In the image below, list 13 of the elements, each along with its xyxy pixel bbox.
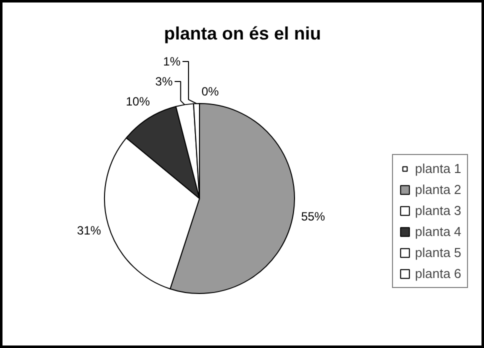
legend-label: planta 2 xyxy=(415,182,462,197)
data-label: 3% xyxy=(155,74,173,88)
data-label: 1% xyxy=(163,54,181,68)
text: 0% xyxy=(202,84,219,98)
data-label: 55% xyxy=(301,209,326,224)
legend-label: planta 6 xyxy=(415,266,462,281)
data-label: 31% xyxy=(77,224,102,238)
data-label: 10% xyxy=(126,94,150,108)
legend-label: planta 5 xyxy=(415,245,462,260)
legend-label: planta 3 xyxy=(415,203,462,218)
legend-label: planta 4 xyxy=(415,224,462,239)
chart-title: planta on és el niu xyxy=(164,24,322,44)
legend-label: planta 1 xyxy=(415,161,462,176)
